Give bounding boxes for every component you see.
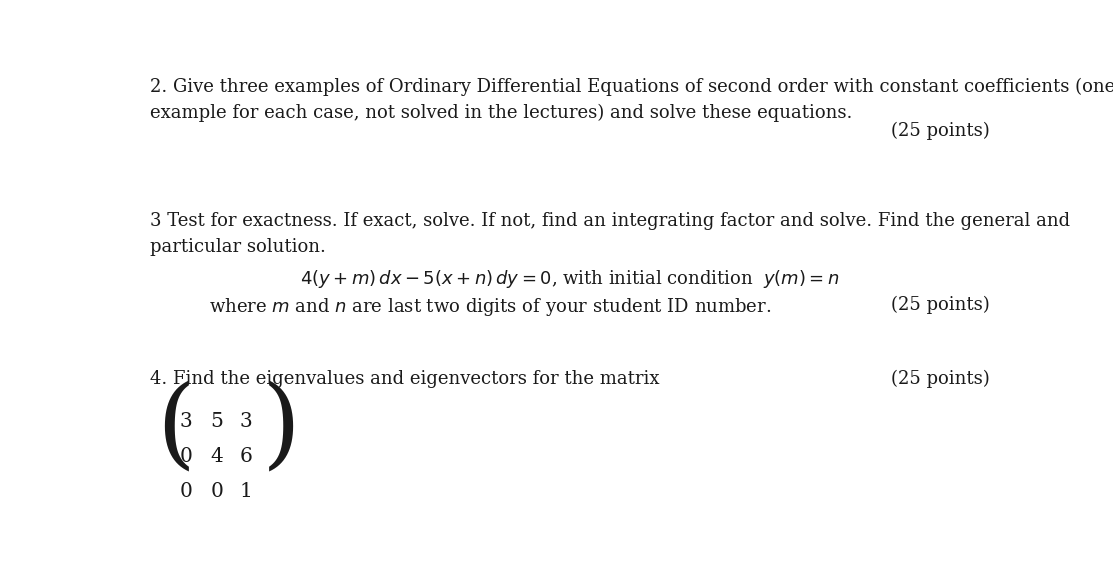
Text: 3: 3 (179, 413, 193, 431)
Text: 2. Give three examples of Ordinary Differential Equations of second order with c: 2. Give three examples of Ordinary Diffe… (150, 77, 1113, 122)
Text: 0: 0 (179, 447, 193, 466)
Text: 1: 1 (239, 482, 253, 501)
Text: 4: 4 (210, 447, 223, 466)
Text: 0: 0 (210, 482, 223, 501)
Text: (25 points): (25 points) (892, 122, 991, 141)
Text: 5: 5 (210, 413, 223, 431)
Text: (: ( (156, 382, 195, 478)
Text: (25 points): (25 points) (892, 370, 991, 388)
Text: ): ) (262, 382, 301, 478)
Text: 0: 0 (179, 482, 193, 501)
Text: 6: 6 (239, 447, 253, 466)
Text: $4(y+m)\,dx-5(x+n)\,dy=0$, with initial condition  $y(m)=n$: $4(y+m)\,dx-5(x+n)\,dy=0$, with initial … (301, 268, 840, 290)
Text: 3: 3 (239, 413, 253, 431)
Text: 3 Test for exactness. If exact, solve. If not, find an integrating factor and so: 3 Test for exactness. If exact, solve. I… (150, 212, 1070, 256)
Text: (25 points): (25 points) (892, 296, 991, 314)
Text: 4. Find the eigenvalues and eigenvectors for the matrix: 4. Find the eigenvalues and eigenvectors… (150, 370, 660, 388)
Text: where $m$ and $n$ are last two digits of your student ID number.: where $m$ and $n$ are last two digits of… (209, 296, 771, 318)
